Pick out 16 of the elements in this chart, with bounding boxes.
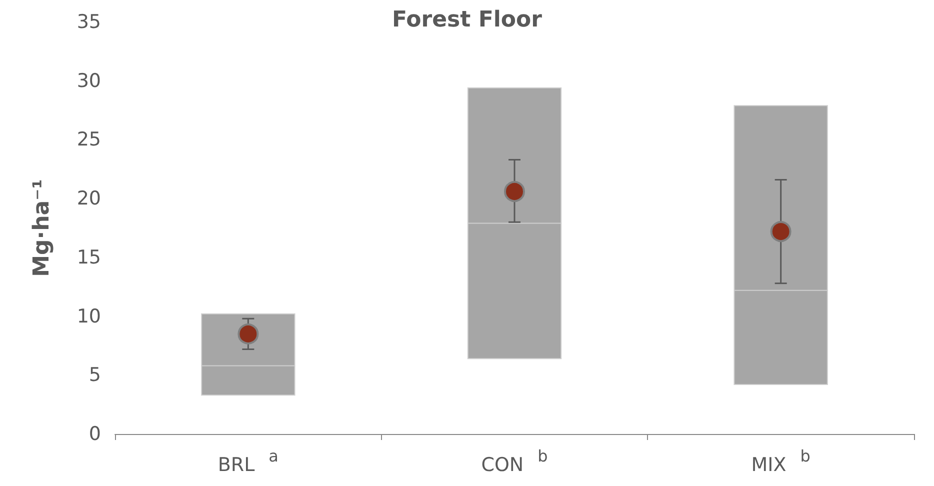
point xyxy=(238,323,259,344)
y-tick-label: 35 xyxy=(76,11,101,33)
x-tick-label: BRL a xyxy=(218,446,279,476)
y-tick-label: 0 xyxy=(88,423,101,445)
y-tick-label: 30 xyxy=(76,70,101,92)
y-tick-label: 15 xyxy=(76,246,101,268)
point xyxy=(504,181,525,202)
point xyxy=(770,221,792,242)
y-tick-label: 10 xyxy=(76,305,101,328)
y-tick-label: 5 xyxy=(88,364,101,386)
x-tick-label: MIX b xyxy=(751,446,810,476)
y-axis-title: Mg·ha⁻¹ xyxy=(30,179,54,277)
chart-title: Forest Floor xyxy=(392,8,542,32)
y-tick-label: 20 xyxy=(76,188,101,210)
y-tick-label: 25 xyxy=(76,128,101,151)
x-tick-label: CON b xyxy=(481,446,548,476)
